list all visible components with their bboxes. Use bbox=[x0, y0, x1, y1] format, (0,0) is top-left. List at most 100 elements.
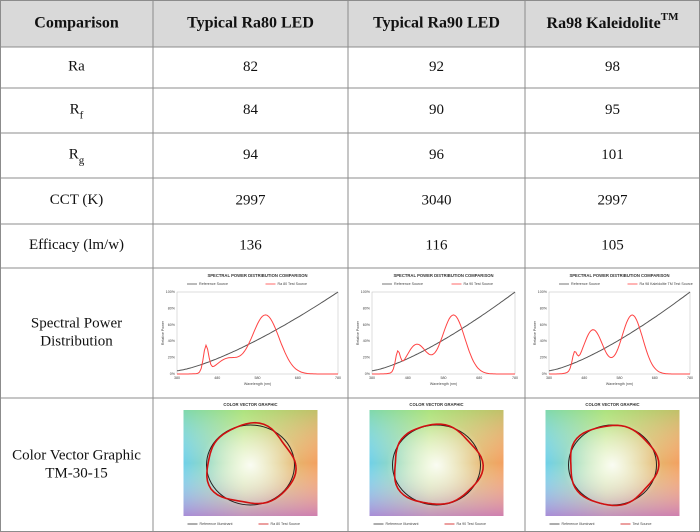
cell-text: Typical Ra80 LED bbox=[187, 15, 314, 32]
x-tick-label: 580 bbox=[255, 376, 261, 380]
x-axis-label: Wavelength (nm) bbox=[244, 382, 271, 386]
legend-text: Reference Illuminant bbox=[200, 522, 233, 526]
reference-curve bbox=[371, 291, 516, 372]
y-tick-label: 80% bbox=[363, 306, 371, 310]
y-tick-label: 40% bbox=[363, 339, 371, 343]
legend-text: Ra 80 Test Source bbox=[278, 282, 308, 286]
x-tick-label: 580 bbox=[441, 376, 447, 380]
test-vector bbox=[393, 423, 484, 505]
y-tick-label: 40% bbox=[540, 339, 548, 343]
reference-circle bbox=[206, 424, 295, 506]
text-sup: TM bbox=[661, 11, 679, 23]
x-axis-label: Wavelength (nm) bbox=[430, 382, 457, 386]
cell-text: 105 bbox=[601, 237, 624, 253]
mini-title: SPECTRAL POWER DISTRIBUTION COMPARISON bbox=[569, 273, 669, 278]
y-axis-label: Relative Power bbox=[533, 320, 537, 345]
y-tick-label: 80% bbox=[168, 306, 176, 310]
legend-text: Ra 90 Test Source bbox=[464, 282, 494, 286]
row-label: Distribution bbox=[40, 333, 113, 349]
y-tick-label: 20% bbox=[363, 356, 371, 360]
x-tick-label: 480 bbox=[214, 376, 220, 380]
legend-text: Reference Source bbox=[571, 282, 600, 286]
cell-text: Rg bbox=[69, 147, 85, 166]
cell-text: 116 bbox=[426, 237, 448, 253]
y-tick-label: 40% bbox=[168, 339, 176, 343]
row-label: TM-30-15 bbox=[45, 465, 108, 481]
legend-text: Ra 98 Kaleidolite TM Test Source bbox=[640, 282, 693, 286]
x-tick-label: 380 bbox=[174, 376, 180, 380]
cell-text: 82 bbox=[243, 59, 258, 75]
cell-text: 2997 bbox=[236, 192, 267, 208]
y-axis-label: Relative Power bbox=[356, 320, 360, 345]
cell-text: 84 bbox=[243, 102, 259, 118]
y-tick-label: 60% bbox=[363, 323, 371, 327]
y-tick-label: 60% bbox=[168, 323, 176, 327]
cell-text: 96 bbox=[429, 147, 445, 163]
reference-curve bbox=[176, 291, 339, 372]
plot-frame bbox=[176, 291, 339, 375]
text-sub: f bbox=[80, 109, 84, 121]
mini-title: SPECTRAL POWER DISTRIBUTION COMPARISON bbox=[393, 273, 493, 278]
header-bg bbox=[0, 0, 700, 47]
text-main: CCT (K) bbox=[50, 192, 103, 208]
mini-title: SPECTRAL POWER DISTRIBUTION COMPARISON bbox=[207, 273, 307, 278]
y-tick-label: 20% bbox=[168, 356, 176, 360]
mini-title: COLOR VECTOR GRAPHIC bbox=[409, 402, 463, 407]
test-curve bbox=[177, 314, 338, 375]
cell-text: Ra98 KaleidoliteTM bbox=[547, 11, 680, 32]
y-tick-label: 100% bbox=[538, 290, 548, 294]
cell-text: 90 bbox=[429, 102, 444, 118]
y-tick-label: 80% bbox=[540, 306, 548, 310]
cvg-center bbox=[386, 421, 487, 509]
x-tick-label: 380 bbox=[546, 376, 552, 380]
cell-text: 94 bbox=[243, 147, 259, 163]
cell-text: Ra bbox=[68, 59, 85, 75]
legend-text: Ra 80 Test Source bbox=[271, 522, 301, 526]
text-main: Efficacy (lm/w) bbox=[29, 237, 124, 253]
row-label: Color Vector Graphic bbox=[12, 447, 141, 463]
x-tick-label: 680 bbox=[295, 376, 301, 380]
cell-text: 136 bbox=[239, 237, 262, 253]
text-sub: g bbox=[79, 154, 85, 166]
cell-text: Rf bbox=[70, 102, 84, 121]
y-tick-label: 100% bbox=[361, 290, 371, 294]
x-tick-label: 780 bbox=[512, 376, 518, 380]
x-tick-label: 780 bbox=[687, 376, 693, 380]
x-tick-label: 580 bbox=[617, 376, 623, 380]
legend-text: Test Source bbox=[633, 522, 652, 526]
legend-text: Reference Illuminant bbox=[386, 522, 419, 526]
x-tick-label: 480 bbox=[405, 376, 411, 380]
text-main: Ra98 Kaleidolite bbox=[547, 15, 661, 32]
cell-text: CCT (K) bbox=[50, 192, 103, 208]
reference-curve bbox=[548, 291, 691, 372]
test-curve bbox=[372, 314, 515, 375]
cell-text: Comparison bbox=[34, 15, 119, 32]
cvg-center bbox=[200, 421, 301, 509]
cell-text: Typical Ra90 LED bbox=[373, 15, 500, 32]
legend-text: Ra 90 Test Source bbox=[457, 522, 487, 526]
cell-text: 92 bbox=[429, 59, 444, 75]
text-main: Ra bbox=[68, 59, 85, 75]
cell-text: Efficacy (lm/w) bbox=[29, 237, 124, 253]
x-tick-label: 680 bbox=[652, 376, 658, 380]
y-tick-label: 20% bbox=[540, 356, 548, 360]
test-vector bbox=[569, 424, 660, 507]
cell-text: 3040 bbox=[422, 192, 452, 208]
cell-text: 98 bbox=[605, 59, 620, 75]
y-tick-label: 0% bbox=[365, 372, 371, 376]
x-tick-label: 680 bbox=[476, 376, 482, 380]
y-tick-label: 0% bbox=[170, 372, 176, 376]
y-tick-label: 100% bbox=[166, 290, 176, 294]
test-curve bbox=[549, 314, 690, 375]
legend-text: Reference Source bbox=[199, 282, 228, 286]
cell-text: 101 bbox=[601, 147, 624, 163]
y-axis-label: Relative Power bbox=[161, 320, 165, 345]
cell-text: 2997 bbox=[598, 192, 629, 208]
row-label: Spectral Power bbox=[31, 315, 122, 331]
plot-frame bbox=[371, 291, 516, 375]
y-tick-label: 0% bbox=[542, 372, 548, 376]
cvg-center bbox=[562, 421, 663, 509]
mini-title: COLOR VECTOR GRAPHIC bbox=[585, 402, 639, 407]
test-vector bbox=[206, 421, 297, 505]
cell-text: 95 bbox=[605, 102, 620, 118]
